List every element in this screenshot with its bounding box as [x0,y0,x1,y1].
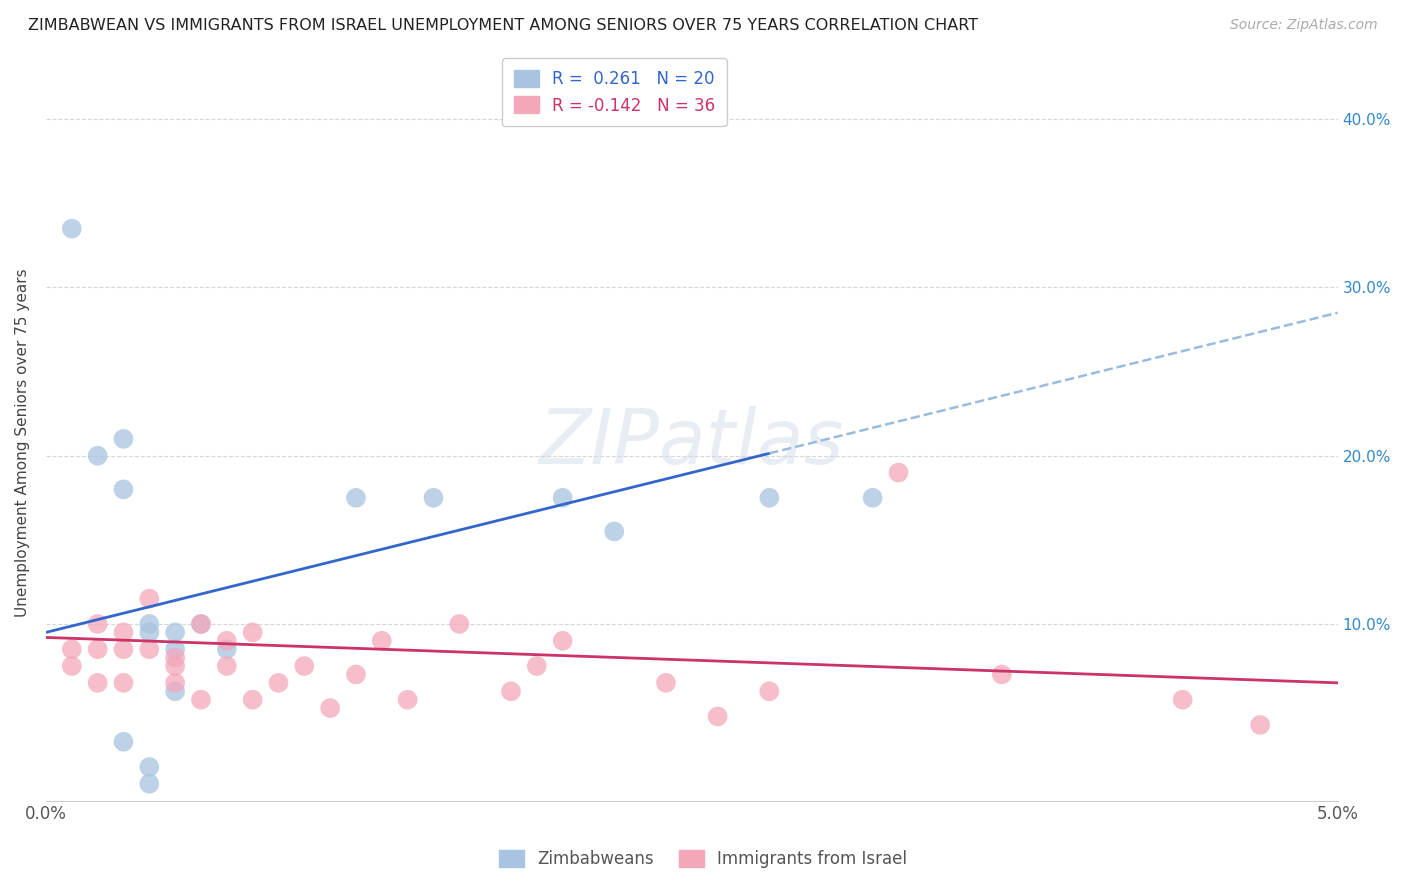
Point [112,625,135,640]
Point [862,491,884,505]
Point [138,760,160,774]
Point [758,684,780,698]
Point [1171,692,1194,706]
Point [138,625,160,640]
Point [344,667,367,681]
Text: Source: ZipAtlas.com: Source: ZipAtlas.com [1230,18,1378,32]
Point [165,659,187,673]
Point [267,676,290,690]
Point [1249,718,1271,732]
Point [758,491,780,505]
Point [165,684,187,698]
Point [138,642,160,657]
Point [86,449,108,463]
Point [215,633,238,648]
Point [165,676,187,690]
Point [138,591,160,606]
Point [551,491,574,505]
Point [242,692,264,706]
Point [991,667,1014,681]
Point [165,650,187,665]
Point [292,659,315,673]
Point [190,692,212,706]
Point [165,642,187,657]
Point [215,642,238,657]
Text: ZIPatlas: ZIPatlas [538,406,845,480]
Point [190,617,212,632]
Point [422,491,444,505]
Point [396,692,419,706]
Point [60,642,83,657]
Point [499,684,522,698]
Legend: Zimbabweans, Immigrants from Israel: Zimbabweans, Immigrants from Israel [492,843,914,875]
Legend: R =  0.261   N = 20, R = -0.142   N = 36: R = 0.261 N = 20, R = -0.142 N = 36 [502,58,727,126]
Point [190,617,212,632]
Point [60,659,83,673]
Point [86,617,108,632]
Point [86,642,108,657]
Point [215,659,238,673]
Point [887,466,910,480]
Point [112,642,135,657]
Point [165,625,187,640]
Point [551,633,574,648]
Text: ZIMBABWEAN VS IMMIGRANTS FROM ISRAEL UNEMPLOYMENT AMONG SENIORS OVER 75 YEARS CO: ZIMBABWEAN VS IMMIGRANTS FROM ISRAEL UNE… [28,18,979,33]
Point [60,221,83,235]
Point [86,676,108,690]
Point [371,633,394,648]
Point [526,659,548,673]
Point [242,625,264,640]
Point [449,617,471,632]
Point [138,777,160,791]
Point [112,483,135,497]
Point [112,676,135,690]
Point [319,701,342,715]
Point [706,709,728,723]
Point [655,676,678,690]
Point [138,617,160,632]
Point [112,735,135,749]
Point [112,432,135,446]
Point [344,491,367,505]
Point [603,524,626,539]
Y-axis label: Unemployment Among Seniors over 75 years: Unemployment Among Seniors over 75 years [15,268,30,617]
